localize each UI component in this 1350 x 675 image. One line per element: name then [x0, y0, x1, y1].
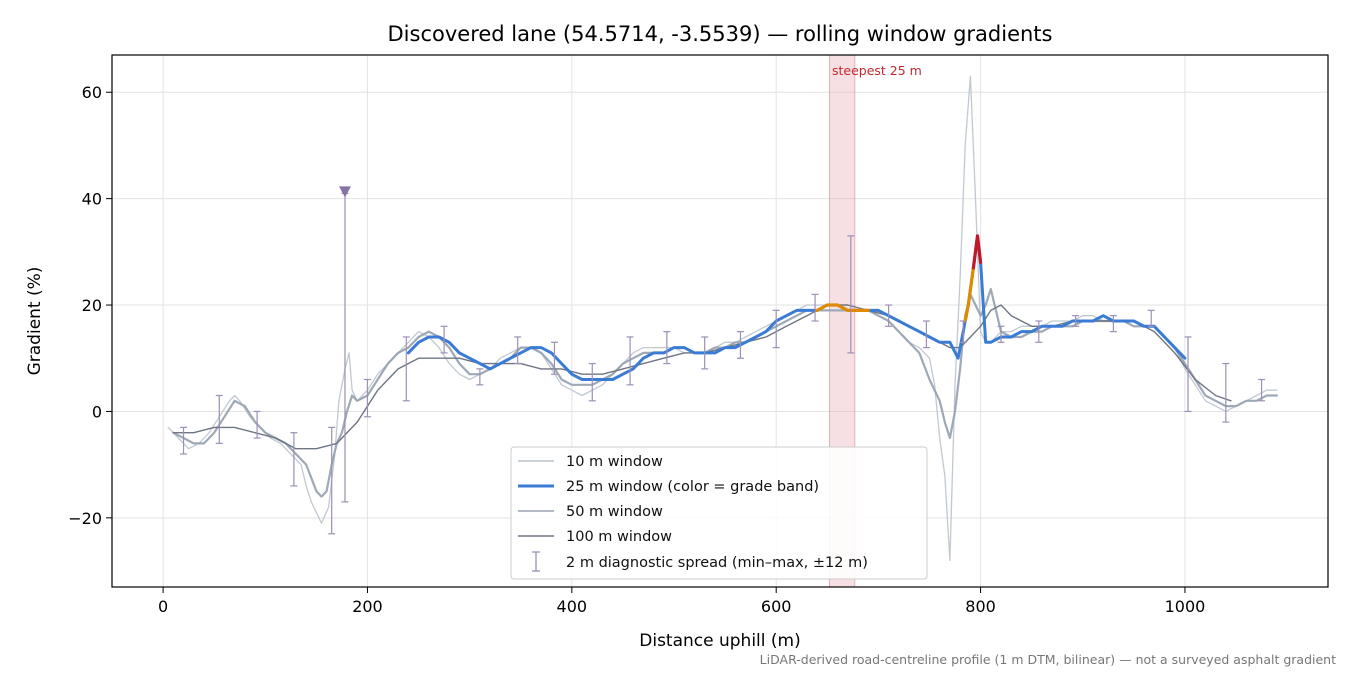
series-line-10m — [167, 75, 1278, 562]
y-tick-label: 20 — [82, 296, 102, 315]
diagnostic-errbar — [1258, 378, 1266, 402]
x-tick-label: 0 — [158, 597, 168, 616]
diagnostic-errbar — [626, 336, 634, 386]
diagnostic-errbar — [847, 235, 855, 354]
footnote: LiDAR-derived road-centreline profile (1… — [760, 652, 1336, 667]
diagnostic-errbar — [514, 336, 522, 365]
grade-band-segment-orange — [815, 303, 855, 312]
diagnostic-errbar — [1035, 320, 1043, 343]
diagnostic-errbar — [959, 320, 967, 343]
plot-frame — [111, 54, 1329, 588]
diagnostic-errbar — [1072, 315, 1080, 327]
diagnostic-errbar — [402, 336, 410, 402]
diagnostic-errbar — [440, 325, 448, 354]
diagnostic-errbar — [215, 394, 223, 444]
diagnostic-errbar — [588, 362, 596, 402]
chart-title: Discovered lane (54.5714, -3.5539) — rol… — [388, 22, 1053, 46]
diagnostic-spread-layer — [180, 186, 1266, 535]
legend-label-errbar: 2 m diagnostic spread (min–max, ±12 m) — [566, 555, 868, 571]
diagnostic-errbar — [341, 192, 349, 503]
x-tick-label: 600 — [761, 597, 792, 616]
diagnostic-errbar — [772, 309, 780, 349]
legend-label-25m: 25 m window (color = grade band) — [566, 479, 819, 495]
diagnostic-errbar — [811, 293, 819, 322]
legend: 10 m window 25 m window (color = grade b… — [510, 446, 928, 580]
legend-box — [510, 446, 928, 580]
y-tick-label: 40 — [82, 190, 102, 209]
diagnostic-errbar — [663, 331, 671, 365]
diagnostic-errbar — [290, 432, 298, 487]
diagnostic-errbar — [253, 410, 261, 439]
steepest-band-label: steepest 25 m — [832, 63, 922, 78]
diagnostic-errbar — [997, 325, 1005, 343]
legend-label-50m: 50 m window — [566, 504, 663, 520]
diagnostic-errbar — [701, 336, 709, 370]
diagnostic-errbar — [328, 426, 336, 535]
axis-ticks: 0 200 400 600 800 1000 −20 0 20 40 60 — [68, 83, 1205, 616]
legend-label-10m: 10 m window — [566, 454, 663, 470]
diagnostic-errbar — [1147, 309, 1155, 327]
y-tick-label: 0 — [92, 402, 102, 421]
diagnostic-errbar — [363, 378, 371, 418]
diagnostic-errbar — [736, 331, 744, 359]
diagnostic-errbar — [1222, 362, 1230, 423]
y-axis-label: Gradient (%) — [25, 267, 45, 376]
diagnostic-errbar — [476, 368, 484, 386]
diagnostic-errbar — [885, 304, 893, 327]
y-tick-label: −20 — [68, 509, 102, 528]
x-tick-label: 1000 — [1165, 597, 1206, 616]
outlier-marker-triangle — [338, 186, 351, 198]
diagnostic-errbar — [922, 320, 930, 349]
diagnostic-errbar — [180, 426, 188, 455]
legend-swatch-errbar — [532, 551, 540, 572]
grade-band-segment-red — [971, 234, 983, 270]
series-line-25m — [406, 234, 1187, 381]
diagnostic-errbar — [550, 341, 558, 375]
legend-label-100m: 100 m window — [566, 529, 672, 545]
x-tick-label: 200 — [352, 597, 383, 616]
grade-band-segment-orange — [963, 266, 975, 323]
x-tick-label: 800 — [965, 597, 996, 616]
x-tick-label: 400 — [557, 597, 588, 616]
diagnostic-errbar — [1184, 336, 1192, 413]
x-axis-label: Distance uphill (m) — [639, 631, 800, 651]
diagnostic-errbar — [1109, 315, 1117, 333]
y-tick-label: 60 — [82, 83, 102, 102]
